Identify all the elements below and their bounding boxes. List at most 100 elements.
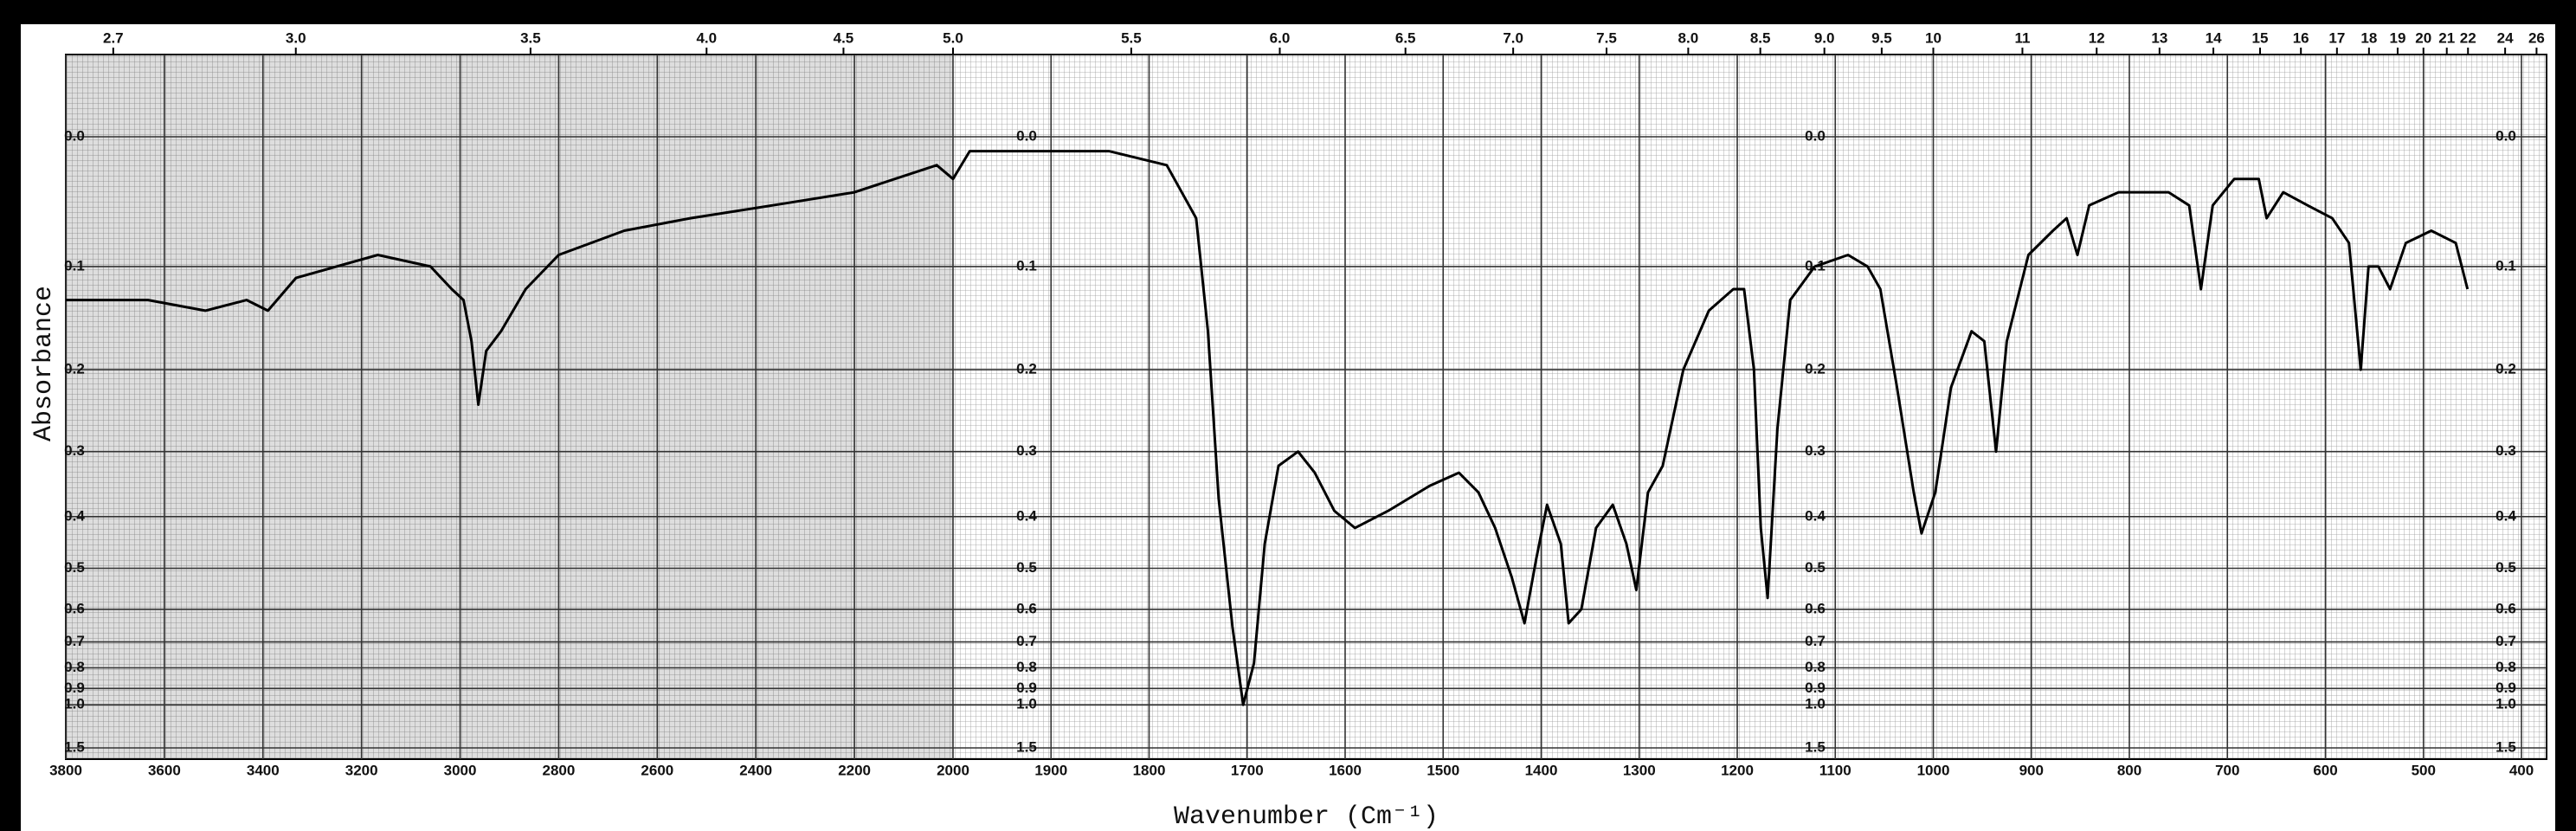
top-tick-label: 10: [1925, 29, 1942, 46]
top-tick-label: 19: [2389, 29, 2405, 46]
y-tick-label: 0.0: [1805, 127, 1826, 144]
top-tick-label: 9.5: [1871, 29, 1892, 46]
y-tick-label: 0.1: [2496, 257, 2516, 274]
y-tick-label: 1.5: [64, 738, 85, 755]
y-tick-label: 0.0: [2496, 127, 2516, 144]
x-axis-title: Wavenumber (Cm⁻¹): [1174, 802, 1439, 831]
y-tick-label: 0.5: [64, 559, 85, 576]
top-tick-label: 26: [2528, 29, 2545, 46]
top-tick-label: 16: [2293, 29, 2309, 46]
top-tick-label: 11: [2014, 29, 2030, 46]
x-tick-label: 1300: [1623, 762, 1656, 778]
top-tick-label: 2.7: [103, 29, 124, 46]
spectrum-line: [66, 150, 2470, 706]
x-tick-label: 2600: [641, 762, 673, 778]
x-tick-label: 1200: [1721, 762, 1754, 778]
y-tick-label: 0.5: [1016, 559, 1037, 576]
top-tick-label: 7.5: [1596, 29, 1617, 46]
y-tick-label: 0.5: [1805, 559, 1826, 576]
top-tick-label: 22: [2460, 29, 2476, 46]
top-tick-label: 14: [2206, 29, 2222, 46]
x-tick-label: 1400: [1525, 762, 1558, 778]
y-tick-label: 0.4: [1805, 507, 1826, 524]
y-tick-label: 0.6: [2496, 600, 2516, 616]
top-tick-label: 13: [2151, 29, 2167, 46]
top-tick-label: 17: [2328, 29, 2345, 46]
y-tick-label: 0.9: [1016, 680, 1037, 696]
y-tick-label: 0.6: [1016, 600, 1037, 616]
x-tick-label: 1000: [1917, 762, 1950, 778]
x-tick-label: 1100: [1819, 762, 1852, 778]
y-tick-label: 0.2: [1805, 361, 1826, 377]
y-tick-label: 0.4: [64, 507, 85, 524]
y-tick-label: 0.4: [2496, 507, 2516, 524]
x-tick-label: 400: [2509, 762, 2534, 778]
top-tick-label: 20: [2415, 29, 2431, 46]
y-tick-label: 0.3: [64, 442, 85, 459]
top-tick-label: 3.5: [520, 29, 541, 46]
top-tick-label: 5.0: [943, 29, 963, 46]
y-tick-label: 0.7: [1016, 633, 1037, 649]
x-tick-label: 700: [2215, 762, 2239, 778]
y-tick-label: 0.3: [1805, 442, 1826, 459]
y-tick-label: 0.8: [64, 659, 85, 675]
top-tick-label: 21: [2438, 29, 2455, 46]
top-tick-label: 12: [2089, 29, 2105, 46]
x-tick-label: 1600: [1329, 762, 1362, 778]
y-tick-label: 0.0: [64, 127, 85, 144]
y-tick-label: 0.4: [1016, 507, 1037, 524]
y-tick-label: 0.2: [64, 361, 85, 377]
top-tick-label: 8.0: [1678, 29, 1699, 46]
x-tick-label: 1900: [1034, 762, 1067, 778]
x-tick-label: 3200: [345, 762, 378, 778]
top-tick-label: 3.0: [286, 29, 306, 46]
y-tick-label: 0.8: [1016, 659, 1037, 675]
top-tick-label: 6.0: [1270, 29, 1291, 46]
x-tick-label: 1500: [1426, 762, 1459, 778]
y-tick-label: 0.7: [64, 633, 85, 649]
y-tick-label: 1.0: [2496, 696, 2516, 712]
x-tick-label: 1800: [1133, 762, 1166, 778]
x-tick-label: 600: [2313, 762, 2337, 778]
y-tick-label: 0.1: [1016, 257, 1037, 274]
top-tick-label: 7.0: [1503, 29, 1523, 46]
x-tick-label: 3800: [49, 762, 82, 778]
y-tick-label: 0.3: [2496, 442, 2516, 459]
x-tick-label: 3400: [247, 762, 280, 778]
x-tick-label: 500: [2412, 762, 2436, 778]
x-tick-label: 3000: [444, 762, 477, 778]
x-tick-label: 2000: [937, 762, 969, 778]
y-tick-label: 0.2: [1016, 361, 1037, 377]
y-tick-label: 0.9: [2496, 680, 2516, 696]
y-tick-label: 1.0: [1016, 696, 1037, 712]
y-tick-label: 1.5: [2496, 738, 2516, 755]
y-tick-label: 1.5: [1805, 738, 1826, 755]
x-tick-label: 800: [2117, 762, 2141, 778]
top-tick-label: 24: [2497, 29, 2514, 46]
y-tick-label: 0.7: [1805, 633, 1826, 649]
x-tick-label: 900: [2019, 762, 2044, 778]
x-tick-label: 1700: [1231, 762, 1264, 778]
shaded-region: [66, 55, 953, 759]
y-tick-label: 0.5: [2496, 559, 2516, 576]
x-tick-label: 3600: [148, 762, 181, 778]
y-tick-label: 0.8: [2496, 659, 2516, 675]
y-tick-label: 0.7: [2496, 633, 2516, 649]
y-tick-label: 1.0: [1805, 696, 1826, 712]
y-tick-label: 0.2: [2496, 361, 2516, 377]
y-tick-label: 0.0: [1016, 127, 1037, 144]
top-tick-label: 4.0: [696, 29, 717, 46]
x-tick-label: 2200: [838, 762, 871, 778]
y-tick-label: 1.5: [1016, 738, 1037, 755]
y-tick-label: 0.9: [64, 680, 85, 696]
top-tick-label: 9.0: [1814, 29, 1835, 46]
x-tick-label: 2400: [739, 762, 772, 778]
y-axis-title: Absorbance: [29, 286, 59, 441]
y-tick-label: 1.0: [64, 696, 85, 712]
top-tick-label: 18: [2360, 29, 2377, 46]
y-tick-label: 0.3: [1016, 442, 1037, 459]
top-tick-label: 8.5: [1750, 29, 1771, 46]
x-tick-label: 2800: [543, 762, 576, 778]
